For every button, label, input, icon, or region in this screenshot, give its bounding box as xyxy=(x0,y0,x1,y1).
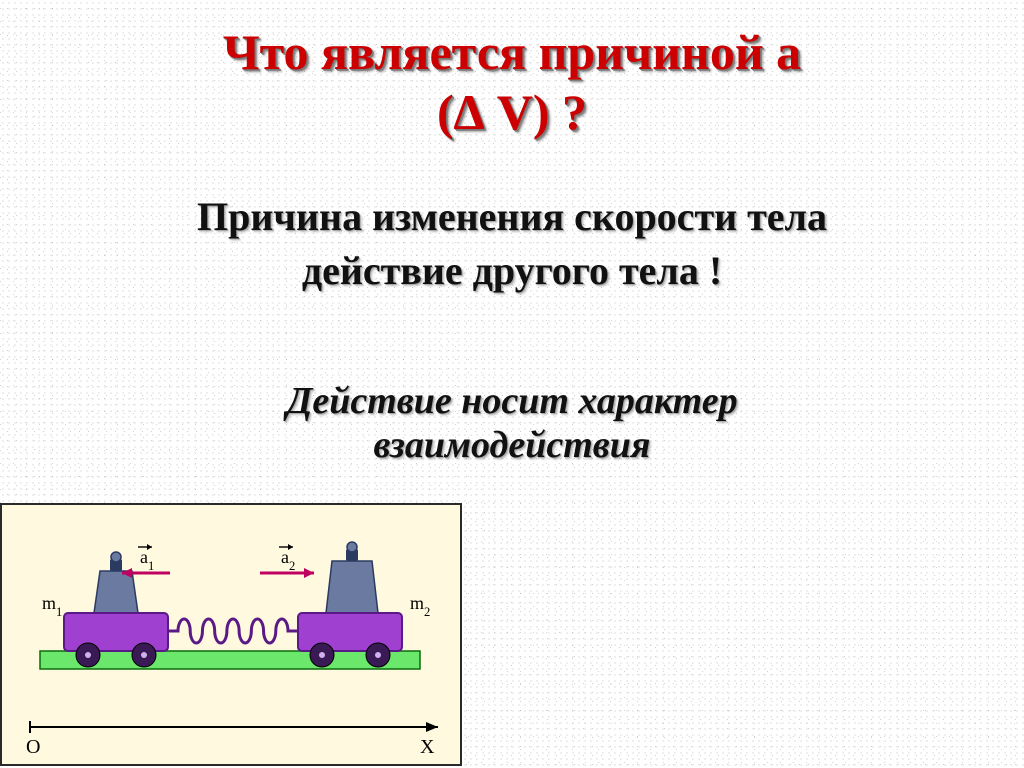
slide: Что является причиной а (∆ V) ? Причина … xyxy=(0,0,1024,768)
slide-title: Что является причиной а (∆ V) ? xyxy=(0,22,1024,142)
slide-subtitle: Причина изменения скорости тела действие… xyxy=(0,190,1024,298)
physics-diagram: m1m2a1a2OX xyxy=(0,503,462,766)
slide-note: Действие носит характер взаимодействия xyxy=(0,380,1024,467)
svg-text:O: O xyxy=(26,736,40,758)
svg-text:X: X xyxy=(420,736,435,758)
